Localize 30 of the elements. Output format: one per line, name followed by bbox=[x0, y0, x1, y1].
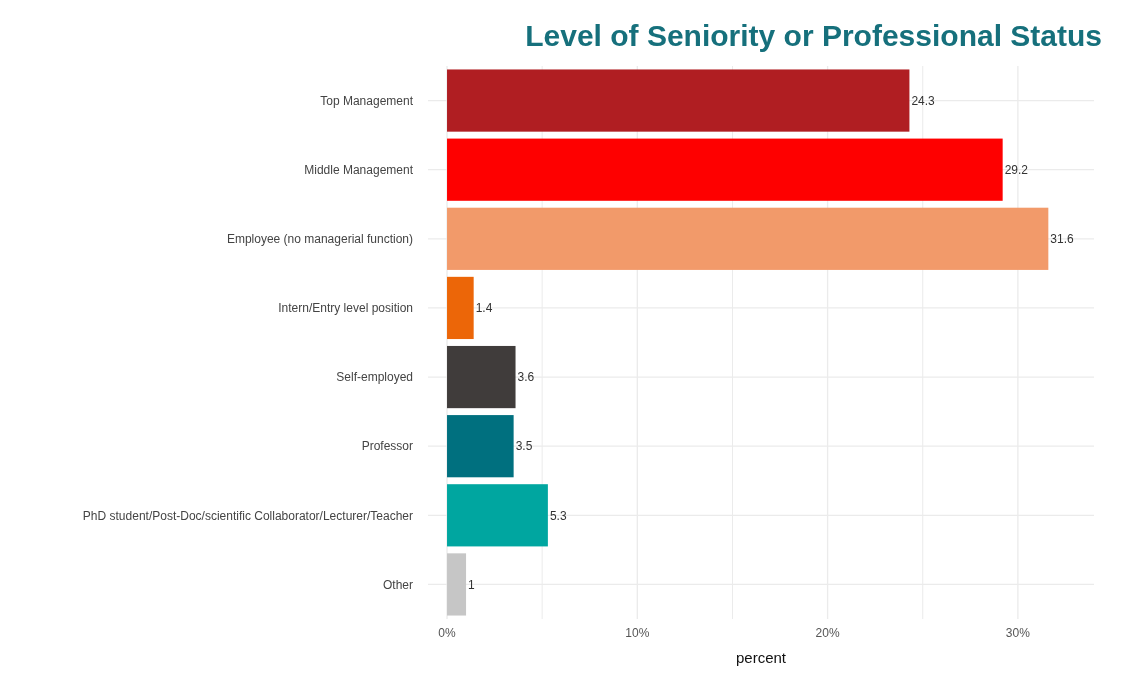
bar bbox=[447, 138, 1003, 201]
data-label: 3.5 bbox=[515, 439, 533, 454]
bar bbox=[447, 276, 474, 340]
bar bbox=[447, 415, 514, 478]
x-tick-label: 30% bbox=[1005, 626, 1031, 640]
y-tick-label: Top Management bbox=[320, 93, 414, 108]
bar bbox=[447, 69, 910, 132]
x-tick-label: 10% bbox=[625, 626, 650, 640]
data-label: 29.2 bbox=[1004, 162, 1029, 177]
bar bbox=[447, 553, 467, 616]
bar bbox=[447, 345, 516, 409]
y-tick-label: Self-employed bbox=[336, 370, 413, 385]
x-axis-title: percent bbox=[735, 649, 787, 666]
bar bbox=[447, 207, 1049, 270]
chart-title: Level of Seniority or Professional Status bbox=[525, 19, 1102, 52]
data-label: 24.3 bbox=[911, 93, 936, 108]
data-label: 5.3 bbox=[549, 508, 567, 523]
y-tick-label: Middle Management bbox=[304, 162, 414, 177]
y-tick-label: Professor bbox=[361, 439, 413, 454]
y-tick-label: PhD student/Post-Doc/scientific Collaborator/Lecturer/Teacher bbox=[82, 508, 413, 523]
data-label: 1.4 bbox=[475, 301, 493, 316]
bar bbox=[447, 484, 548, 547]
x-tick-label: 0% bbox=[438, 626, 457, 640]
y-tick-label: Intern/Entry level position bbox=[278, 301, 413, 316]
y-tick-label: Employee (no managerial function) bbox=[226, 232, 413, 247]
data-label: 3.6 bbox=[517, 370, 535, 385]
x-tick-label: 20% bbox=[815, 626, 840, 640]
y-tick-label: Other bbox=[382, 577, 413, 592]
data-label: 1 bbox=[468, 577, 476, 592]
data-label: 31.6 bbox=[1050, 232, 1075, 247]
